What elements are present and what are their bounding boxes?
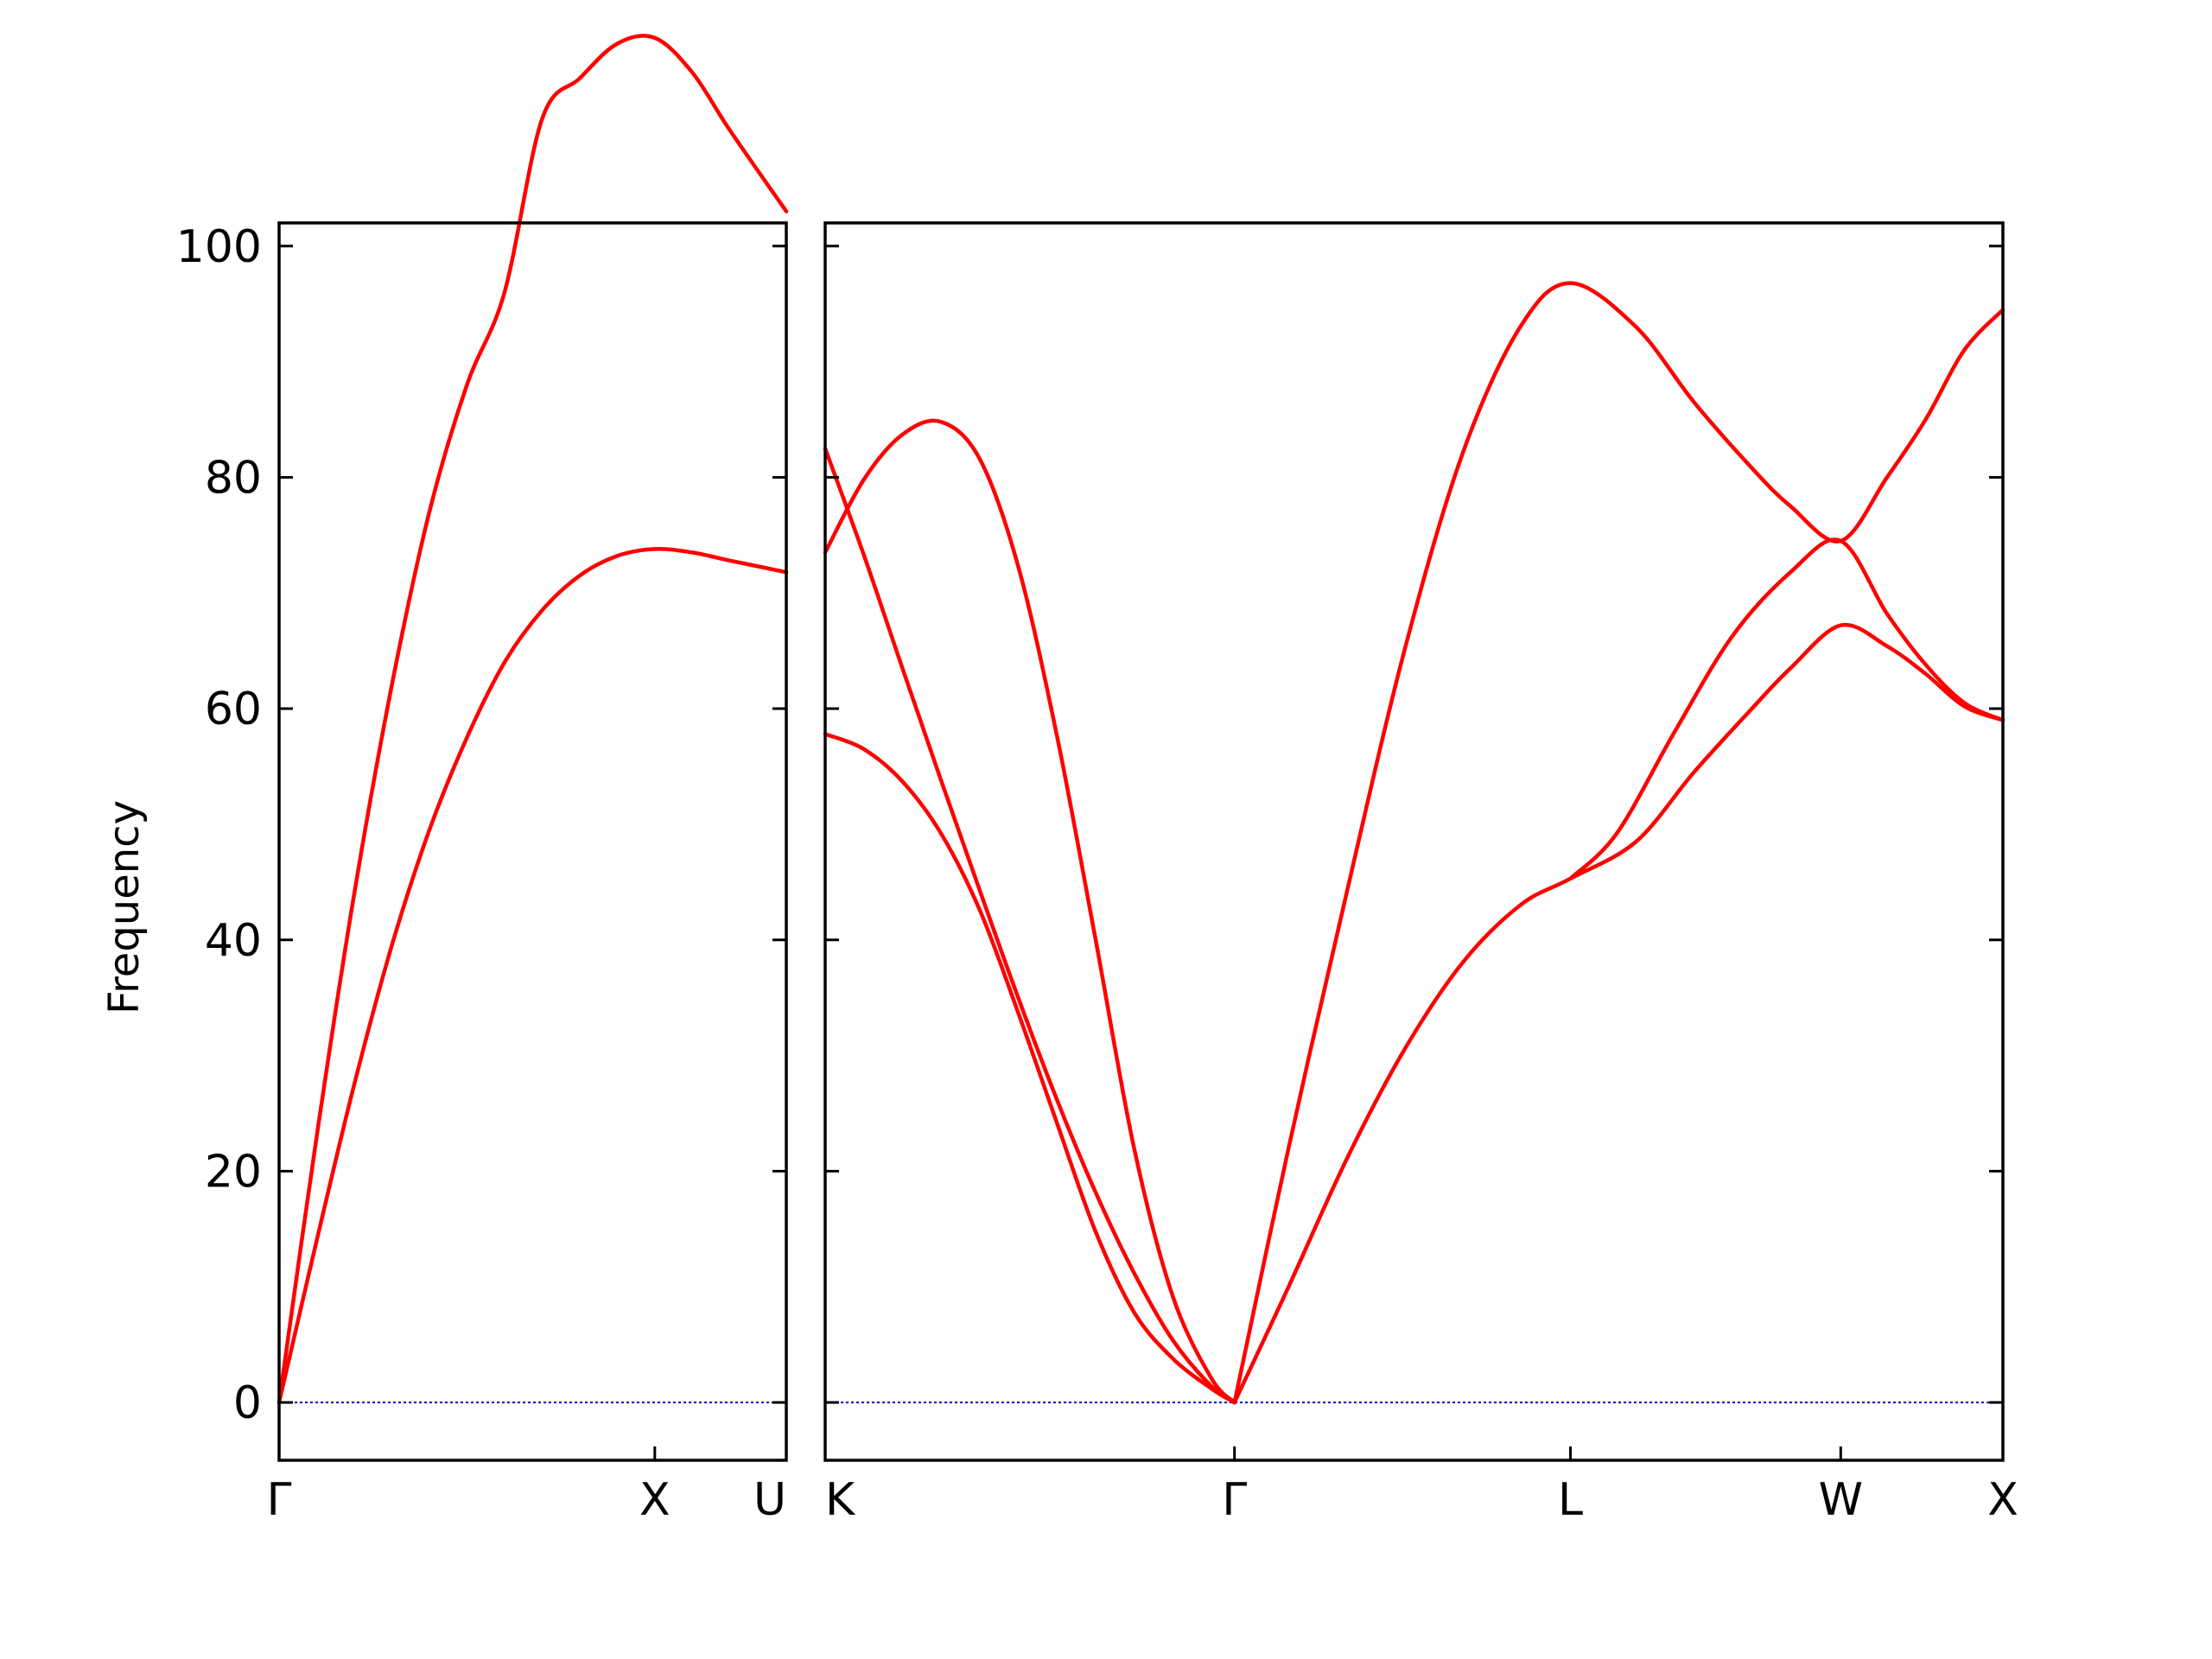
band-line-4 [1232, 622, 2005, 1405]
panel-1: 0 20 40 60 80 100 Γ X U [176, 34, 789, 1526]
x-tick-label: Γ [267, 1474, 292, 1526]
x-tick-label: Γ [1222, 1474, 1247, 1526]
y-tick-label: 0 [233, 1377, 262, 1429]
y-axis-label: Frequency [100, 800, 149, 1014]
band-panels: 0 20 40 60 80 100 Γ X U K Γ L W X [176, 34, 2018, 1526]
y-tick-label: 60 [205, 683, 262, 735]
x-tick-label: W [1819, 1474, 1863, 1526]
x-tick-label: X [1987, 1474, 2018, 1526]
x-tick-label: K [825, 1474, 856, 1526]
x-tick-label: X [639, 1474, 671, 1526]
band-line-3 [823, 418, 1236, 1405]
y-tick-label: 80 [205, 452, 262, 504]
y-tick-label: 100 [176, 221, 262, 273]
band-line-6 [1568, 537, 2005, 881]
panel-frame [277, 221, 788, 1462]
x-tick-label: L [1558, 1474, 1583, 1526]
panel-frame [823, 221, 2005, 1462]
y-tick-label: 40 [205, 915, 262, 967]
band-line-1 [276, 547, 789, 1405]
band-line-5 [1232, 281, 2005, 1405]
band-line-2 [823, 446, 1236, 1405]
x-tick-label: U [753, 1474, 786, 1526]
y-tick-label: 20 [205, 1146, 262, 1198]
band-line-1 [823, 732, 1236, 1405]
band-line-2 [276, 34, 789, 1405]
